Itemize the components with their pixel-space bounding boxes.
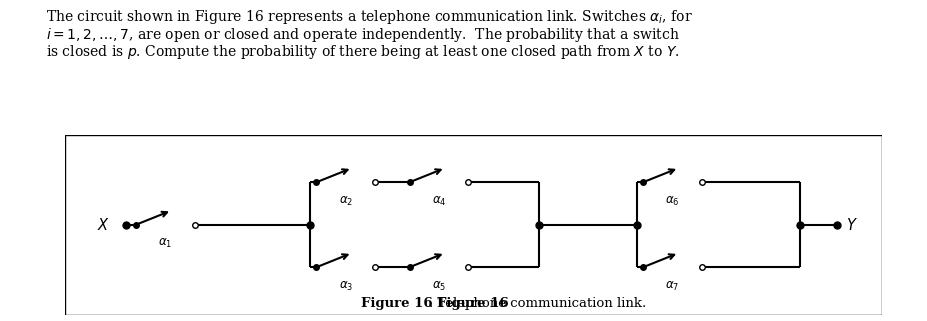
Text: $\alpha_2$: $\alpha_2$ [338, 195, 352, 208]
Text: $i = 1, 2, \ldots, 7$, are open or closed and operate independently.  The probab: $i = 1, 2, \ldots, 7$, are open or close… [46, 26, 679, 44]
Text: $\alpha_6$: $\alpha_6$ [665, 195, 679, 208]
Text: is closed is $p$. Compute the probability of there being at least one closed pat: is closed is $p$. Compute the probabilit… [46, 43, 679, 61]
Text: $\alpha_3$: $\alpha_3$ [338, 280, 352, 293]
Text: Figure 16: Figure 16 [437, 297, 509, 310]
Text: . Telephone communication link.: . Telephone communication link. [361, 297, 645, 310]
Text: The circuit shown in Figure 16 represents a telephone communication link. Switch: The circuit shown in Figure 16 represent… [46, 8, 692, 26]
Text: $\alpha_4$: $\alpha_4$ [431, 195, 446, 208]
Text: $\alpha_1$: $\alpha_1$ [159, 237, 172, 250]
Text: $Y$: $Y$ [845, 217, 857, 233]
Text: $X$: $X$ [96, 217, 109, 233]
Text: $\alpha_5$: $\alpha_5$ [431, 280, 446, 293]
Text: $\alpha_7$: $\alpha_7$ [665, 280, 679, 293]
Text: Figure 16. Telephone communication link.: Figure 16. Telephone communication link. [332, 297, 614, 310]
Text: Figure 16: Figure 16 [361, 297, 432, 310]
